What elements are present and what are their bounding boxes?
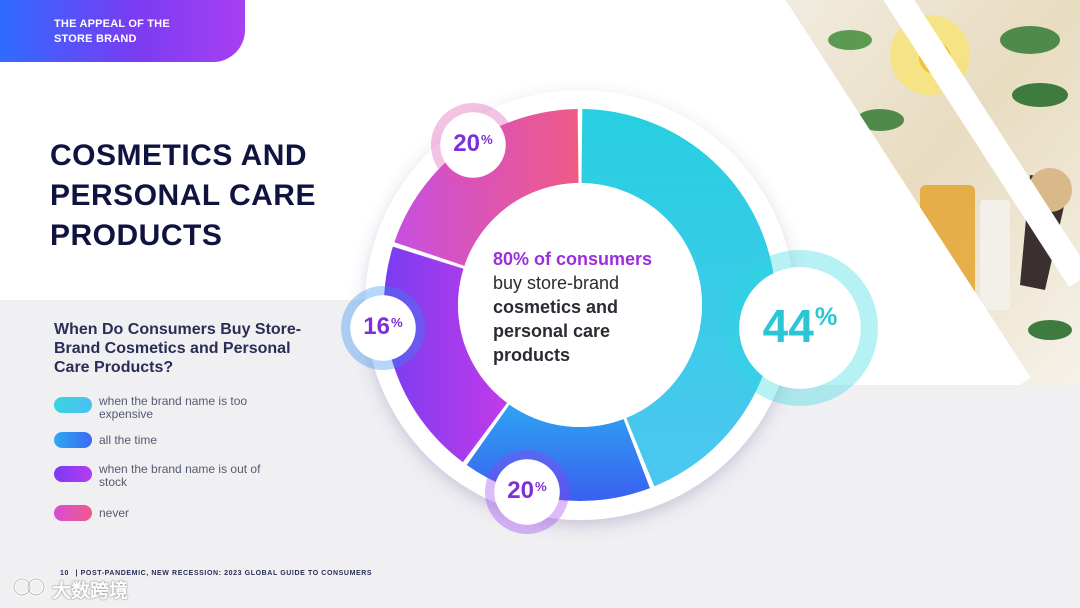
legend-label: when the brand name is too expensive [99, 394, 248, 421]
data-label-unit: % [534, 479, 547, 495]
data-label-value: 20 [507, 477, 534, 505]
footer: 10 | POST-PANDEMIC, NEW RECESSION: 2023 … [60, 570, 372, 577]
legend-label: all the time [99, 433, 158, 447]
badge-circle [494, 459, 560, 525]
watermark-logo-icon [12, 577, 46, 597]
donut-hole [458, 183, 702, 427]
watermark: 大数跨境 [12, 574, 144, 602]
center-line2: buy store-brand [493, 273, 620, 293]
data-label-value: 44 [762, 300, 814, 353]
badge-circle [350, 295, 416, 361]
footer-divider: | [75, 570, 79, 577]
center-line5: products [493, 345, 571, 365]
footer-text: POST-PANDEMIC, NEW RECESSION: 2023 GLOBA… [80, 570, 373, 577]
data-label-value: 20 [453, 130, 480, 158]
badge-circle [440, 112, 506, 178]
section-tab-line1: THE APPEAL OF THE [54, 18, 170, 30]
legend-title: When Do Consumers Buy Store-Brand Cosmet… [54, 321, 302, 376]
legend-swatch [54, 397, 92, 413]
center-line3: cosmetics and [493, 297, 619, 317]
data-label-unit: % [390, 315, 403, 331]
data-label: 44% [722, 299, 878, 353]
center-callout: 80% of consumers buy store-brand cosmeti… [493, 247, 703, 367]
center-line4: personal care [493, 321, 611, 341]
legend-swatch [54, 466, 92, 482]
center-highlight: 80% of consumers [493, 249, 653, 269]
legend-label: when the brand name is out of stock [99, 462, 261, 489]
legend-swatch [54, 505, 92, 521]
section-tab: THE APPEAL OF THE STORE BRAND [0, 0, 245, 62]
legend-label: never [99, 506, 130, 520]
data-label-value: 16 [363, 313, 390, 341]
data-label: 20% [485, 477, 569, 505]
page-title-line1: COSMETICS AND [50, 139, 308, 172]
data-label-unit: % [814, 303, 838, 332]
section-tab-line2: STORE BRAND [54, 33, 137, 45]
donut-slice [581, 109, 777, 487]
data-label: 20% [431, 130, 515, 158]
data-label: 16% [341, 313, 425, 341]
donut-slice [383, 246, 508, 463]
watermark-text: 大数跨境 [52, 581, 129, 602]
page-number: 10 [60, 570, 69, 577]
data-label-unit: % [480, 132, 493, 148]
page-title: COSMETICS AND PERSONAL CARE PRODUCTS [50, 136, 316, 256]
page-title-line2: PERSONAL CARE [50, 179, 316, 212]
legend-swatch [54, 432, 92, 448]
page-title-line3: PRODUCTS [50, 219, 223, 252]
donut-slice [394, 109, 579, 266]
badge-circle [739, 267, 861, 389]
